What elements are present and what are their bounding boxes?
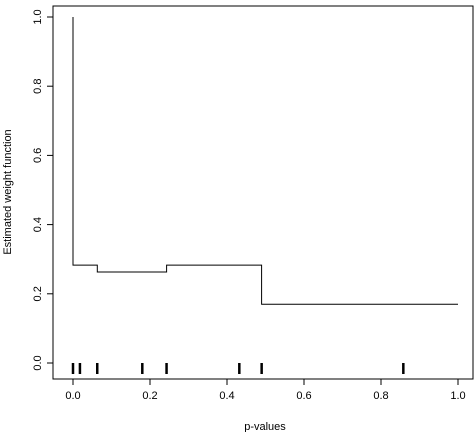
weight-step-line — [72, 17, 458, 305]
y-tick-label: 0.2 — [32, 286, 44, 301]
x-tick-label: 0.0 — [65, 390, 80, 402]
x-axis-title: p-values — [244, 421, 286, 432]
y-tick-label: 0.4 — [32, 217, 44, 232]
x-tick-label: 0.4 — [219, 390, 234, 402]
y-tick-label: 0.8 — [32, 79, 44, 94]
rug-layer — [71, 363, 405, 374]
y-tick-label: 0.0 — [32, 355, 44, 370]
y-axis: 0.0 0.2 0.4 0.6 0.8 1.0 — [32, 9, 53, 371]
x-tick-label: 1.0 — [450, 390, 465, 402]
series-layer — [72, 17, 458, 305]
x-tick-label: 0.8 — [373, 390, 388, 402]
x-axis: 0.0 0.2 0.4 0.6 0.8 1.0 — [65, 379, 466, 402]
y-axis-title: Estimated weight function — [2, 129, 14, 254]
y-tick-label: 1.0 — [32, 9, 44, 24]
x-tick-label: 0.6 — [296, 390, 311, 402]
y-tick-label: 0.6 — [32, 148, 44, 163]
x-tick-label: 0.2 — [142, 390, 157, 402]
plot-frame — [52, 5, 474, 380]
